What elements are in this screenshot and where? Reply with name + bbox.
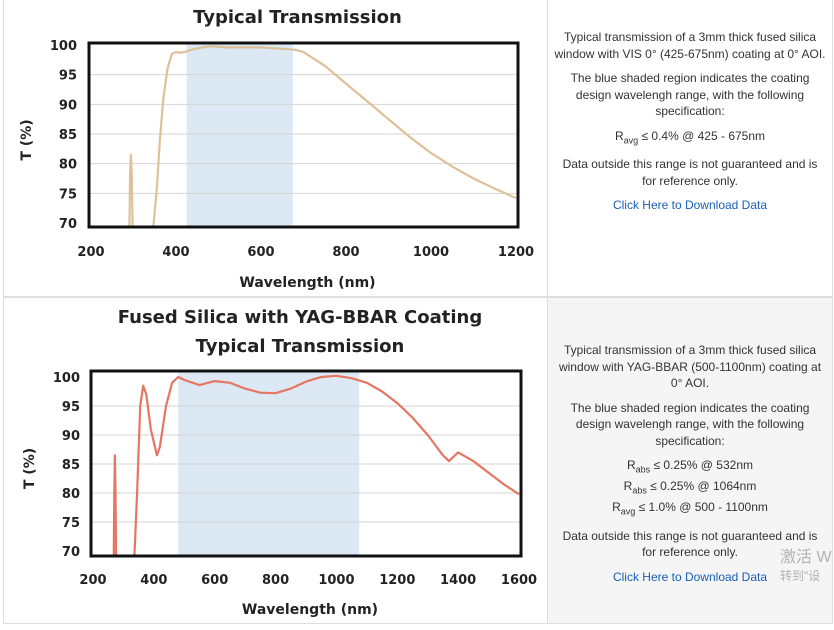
y-tick-label: 80 [59,158,77,173]
x-tick-label: 600 [247,245,274,260]
y-tick-label: 90 [62,429,80,444]
x-axis-label: Wavelength (nm) [239,275,375,291]
description-shaded-note: The blue shaded region indicates the coa… [570,71,810,118]
spec-value: ≤ 0.25% @ 532nm [650,458,754,472]
y-tick-label: 70 [62,545,80,560]
y-tick-label: 85 [62,458,80,473]
y-tick-label: 100 [50,39,77,54]
chart-canvas: 70 75 80 85 90 95 100 200 400 600 800 1000 1200 Typic… [19,7,534,291]
spec-value: ≤ 0.4% @ 425 - 675nm [638,128,766,143]
y-tick-label: 70 [59,217,77,232]
chart-title: Fused Silica with YAG-BBAR Coating [118,307,483,328]
x-tick-label: 200 [77,245,104,260]
specification-line: Ravg ≤ 0.4% @ 425 - 675nm [554,128,826,149]
spec-symbol: R [626,458,636,472]
y-axis-label: T (%) [19,119,35,160]
x-tick-label: 1000 [318,573,354,588]
x-tick-label: 1000 [413,245,449,260]
y-tick-label: 75 [59,187,77,202]
description-panel-2: Typical transmission of a 3mm thick fuse… [547,298,832,623]
x-tick-label: 1200 [498,245,534,260]
y-tick-label: 85 [59,128,77,143]
description-disclaimer: Data outside this range is not guarantee… [562,528,818,560]
chart-canvas: 70 75 80 85 90 95 100 200 400 600 800 1000 1200 1400 1… [22,307,537,618]
transmission-chart-2: 70 75 80 85 90 95 100 200 400 600 800 1000 1200 1400 1… [22,307,537,618]
spec-symbol: R [623,478,633,493]
y-tick-label: 95 [62,400,80,415]
chart-row-2: 70 75 80 85 90 95 100 200 400 600 800 1000 1200 1400 1… [3,297,833,624]
chart-row-1: 70 75 80 85 90 95 100 200 400 600 800 1000 1200 Typic… [3,0,833,297]
x-tick-label: 400 [162,245,189,260]
activation-watermark: 激活 W 转到"设 [780,548,834,584]
x-tick-label: 1600 [501,573,537,588]
specification-list: Rabs ≤ 0.25% @ 532nm Rabs ≤ 0.25% @ 1064n… [554,457,826,520]
download-data-link[interactable]: Click Here to Download Data [612,198,768,213]
chart-panel-1: 70 75 80 85 90 95 100 200 400 600 800 1000 1200 Typic… [4,0,547,296]
x-tick-label: 400 [140,573,167,588]
transmission-curve [112,374,520,556]
download-data-link[interactable]: Click Here to Download Data [612,569,768,584]
watermark-line-2: 转到"设 [780,569,821,583]
x-tick-label: 1200 [379,573,415,588]
x-tick-label: 800 [262,573,289,588]
watermark-line-1: 激活 W [780,549,832,566]
specification-line: Rabs ≤ 0.25% @ 532nm [554,457,826,478]
y-tick-label: 75 [62,516,80,531]
y-tick-label: 95 [59,69,77,84]
specification-line: Rabs ≤ 0.25% @ 1064nm [554,478,826,499]
chart-subtitle: Typical Transmission [196,336,405,357]
description-intro: Typical transmission of a 3mm thick fuse… [554,30,826,61]
x-tick-label: 800 [332,245,359,260]
x-tick-label: 600 [201,573,228,588]
transmission-curve [128,45,517,227]
spec-subscript: avg [620,506,636,517]
x-tick-label: 1400 [440,573,476,588]
spec-symbol: R [612,499,621,514]
description-text-1: Typical transmission of a 3mm thick fuse… [548,29,832,214]
plot-frame [89,369,523,558]
spec-symbol: R [614,128,624,143]
y-tick-label: 100 [53,371,80,386]
chart-panel-2: 70 75 80 85 90 95 100 200 400 600 800 1000 1200 1400 1… [4,298,547,623]
coating-range-shading [186,43,293,227]
description-intro: Typical transmission of a 3mm thick fuse… [558,343,822,390]
description-shaded-note: The blue shaded region indicates the coa… [570,400,810,448]
spec-subscript: abs [635,464,651,475]
specification-line: Ravg ≤ 1.0% @ 500 - 1100nm [554,499,826,520]
description-disclaimer: Data outside this range is not guarantee… [562,157,818,188]
y-axis-label: T (%) [22,448,38,489]
description-panel-1: Typical transmission of a 3mm thick fuse… [547,0,832,296]
description-text-2: Typical transmission of a 3mm thick fuse… [548,342,832,585]
x-axis-label: Wavelength (nm) [242,602,378,618]
spec-value: ≤ 0.25% @ 1064nm [646,478,757,493]
chart-title: Typical Transmission [193,7,402,28]
spec-subscript: avg [623,134,639,145]
spec-value: ≤ 1.0% @ 500 - 1100nm [635,499,768,514]
x-tick-label: 200 [79,573,106,588]
plot-frame [87,41,520,229]
y-tick-label: 90 [59,98,77,113]
spec-subscript: abs [632,485,647,496]
specification-list: Ravg ≤ 0.4% @ 425 - 675nm [554,128,826,149]
y-tick-label: 80 [62,487,80,502]
transmission-chart-1: 70 75 80 85 90 95 100 200 400 600 800 1000 1200 Typic… [19,7,534,291]
